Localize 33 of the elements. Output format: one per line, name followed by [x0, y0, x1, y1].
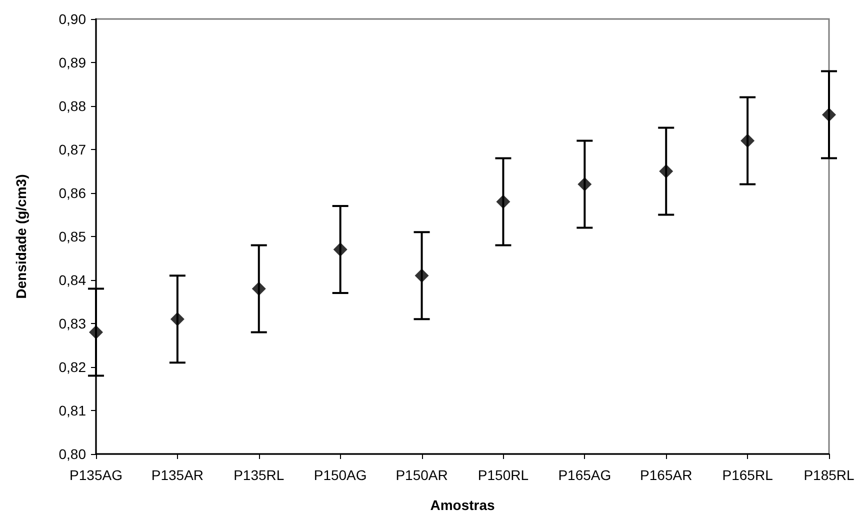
y-tick-label: 0,87 — [58, 142, 86, 158]
x-tick-label: P165AG — [558, 467, 612, 483]
y-tick-label: 0,84 — [58, 272, 86, 288]
x-tick-label: P185RL — [804, 467, 855, 483]
x-tick-label: P165AR — [640, 467, 692, 483]
y-tick-label: 0,81 — [58, 402, 86, 418]
point — [333, 242, 348, 257]
point — [496, 194, 510, 209]
y-tick-label: 0,88 — [58, 98, 86, 114]
y-tick-label: 0,86 — [58, 185, 86, 201]
x-tick-label: P135AR — [151, 467, 204, 483]
x-tick-label: P135RL — [234, 467, 284, 483]
x-tick-label: P150AR — [396, 467, 448, 483]
point — [89, 325, 103, 340]
y-axis-title: Densidade (g/cm3) — [13, 174, 29, 299]
point — [252, 282, 266, 296]
y-tick-label: 0,80 — [58, 446, 86, 462]
point — [740, 134, 755, 148]
point — [578, 177, 592, 192]
x-tick-label: P150RL — [478, 467, 529, 483]
y-tick-label: 0,90 — [58, 11, 86, 27]
y-tick-label: 0,83 — [58, 316, 86, 332]
point — [414, 268, 429, 283]
x-tick-label: P135AG — [70, 467, 122, 483]
x-tick-label: P150AG — [314, 467, 367, 483]
y-tick-label: 0,89 — [58, 54, 86, 70]
y-tick-label: 0,85 — [58, 228, 86, 244]
point — [822, 108, 836, 122]
point — [659, 164, 674, 178]
y-tick-label: 0,82 — [58, 359, 86, 375]
point — [170, 312, 184, 326]
x-tick-label: P165RL — [722, 467, 774, 483]
x-axis-title: Amostras — [430, 497, 495, 513]
